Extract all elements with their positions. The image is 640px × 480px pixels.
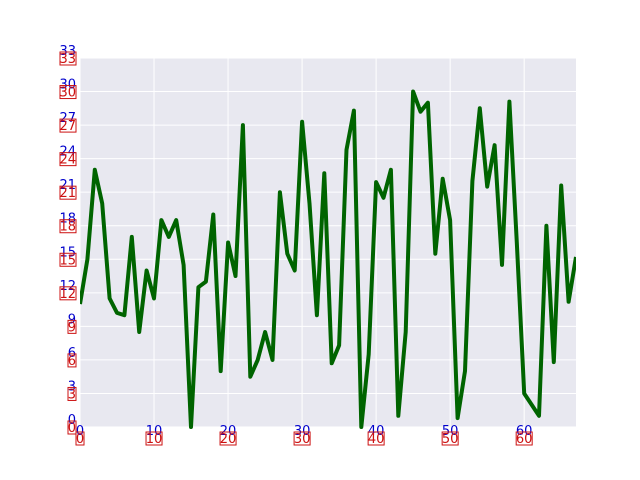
y-tick-label-box	[59, 51, 77, 66]
x-tick-label-box	[515, 431, 533, 446]
x-tick-label-outlined: 20	[220, 432, 237, 447]
y-tick-label-outlined: 15	[59, 253, 76, 268]
y-tick-label-outlined: 3	[68, 387, 76, 402]
y-tick-label-box	[59, 185, 77, 200]
x-tick-label-outlined: 40	[368, 432, 385, 447]
y-tick-label-box	[67, 353, 77, 368]
x-tick-label-box	[441, 431, 459, 446]
y-tick-label-outlined: 0	[68, 421, 76, 436]
x-tick-label-box	[367, 431, 385, 446]
x-tick-label-outlined: 60	[516, 432, 533, 447]
x-tick-label-box	[219, 431, 237, 446]
series-line-0	[80, 89, 576, 429]
x-tick-label-box	[75, 431, 85, 446]
y-tick-label-box	[67, 386, 77, 401]
y-tick-label-box	[59, 252, 77, 267]
x-tick-label-outlined: 0	[76, 432, 84, 447]
grid-lines	[79, 57, 576, 428]
x-tick-label-outlined: 10	[146, 432, 163, 447]
y-tick-label-box	[67, 319, 77, 334]
y-tick-label-outlined: 33	[59, 52, 76, 67]
y-tick-label-outlined: 24	[59, 153, 76, 168]
y-tick-label-box	[59, 219, 77, 234]
x-tick-label-box	[293, 431, 311, 446]
series-layer	[80, 89, 576, 429]
y-tick-label-outlined: 27	[59, 119, 76, 134]
x-tick-label-outlined: 50	[442, 432, 459, 447]
y-tick-label-box	[59, 286, 77, 301]
x-tick-label-box	[145, 431, 163, 446]
y-tick-label-box	[59, 85, 77, 100]
y-tick-label-box	[59, 118, 77, 133]
y-tick-label-outlined: 9	[68, 320, 76, 335]
y-tick-label-outlined: 12	[59, 287, 76, 302]
y-tick-label-box	[67, 420, 77, 435]
y-tick-label-outlined: 6	[68, 354, 76, 369]
y-tick-label-box	[59, 152, 77, 167]
y-tick-label-outlined: 30	[59, 86, 76, 101]
y-tick-label-outlined: 18	[59, 220, 76, 235]
x-tick-label-outlined: 30	[294, 432, 311, 447]
y-tick-label-outlined: 21	[59, 186, 76, 201]
